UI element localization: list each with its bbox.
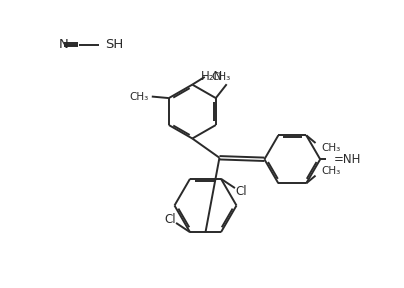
Text: Cl: Cl: [236, 185, 247, 198]
Text: Cl: Cl: [164, 213, 176, 226]
Text: H₂N: H₂N: [201, 70, 223, 83]
Text: SH: SH: [105, 38, 123, 51]
Text: CH₃: CH₃: [322, 143, 341, 153]
Text: CH₃: CH₃: [129, 92, 149, 102]
Text: =NH: =NH: [334, 153, 362, 166]
Text: CH₃: CH₃: [211, 72, 230, 82]
Text: CH₃: CH₃: [322, 166, 341, 176]
Text: N: N: [59, 38, 69, 51]
